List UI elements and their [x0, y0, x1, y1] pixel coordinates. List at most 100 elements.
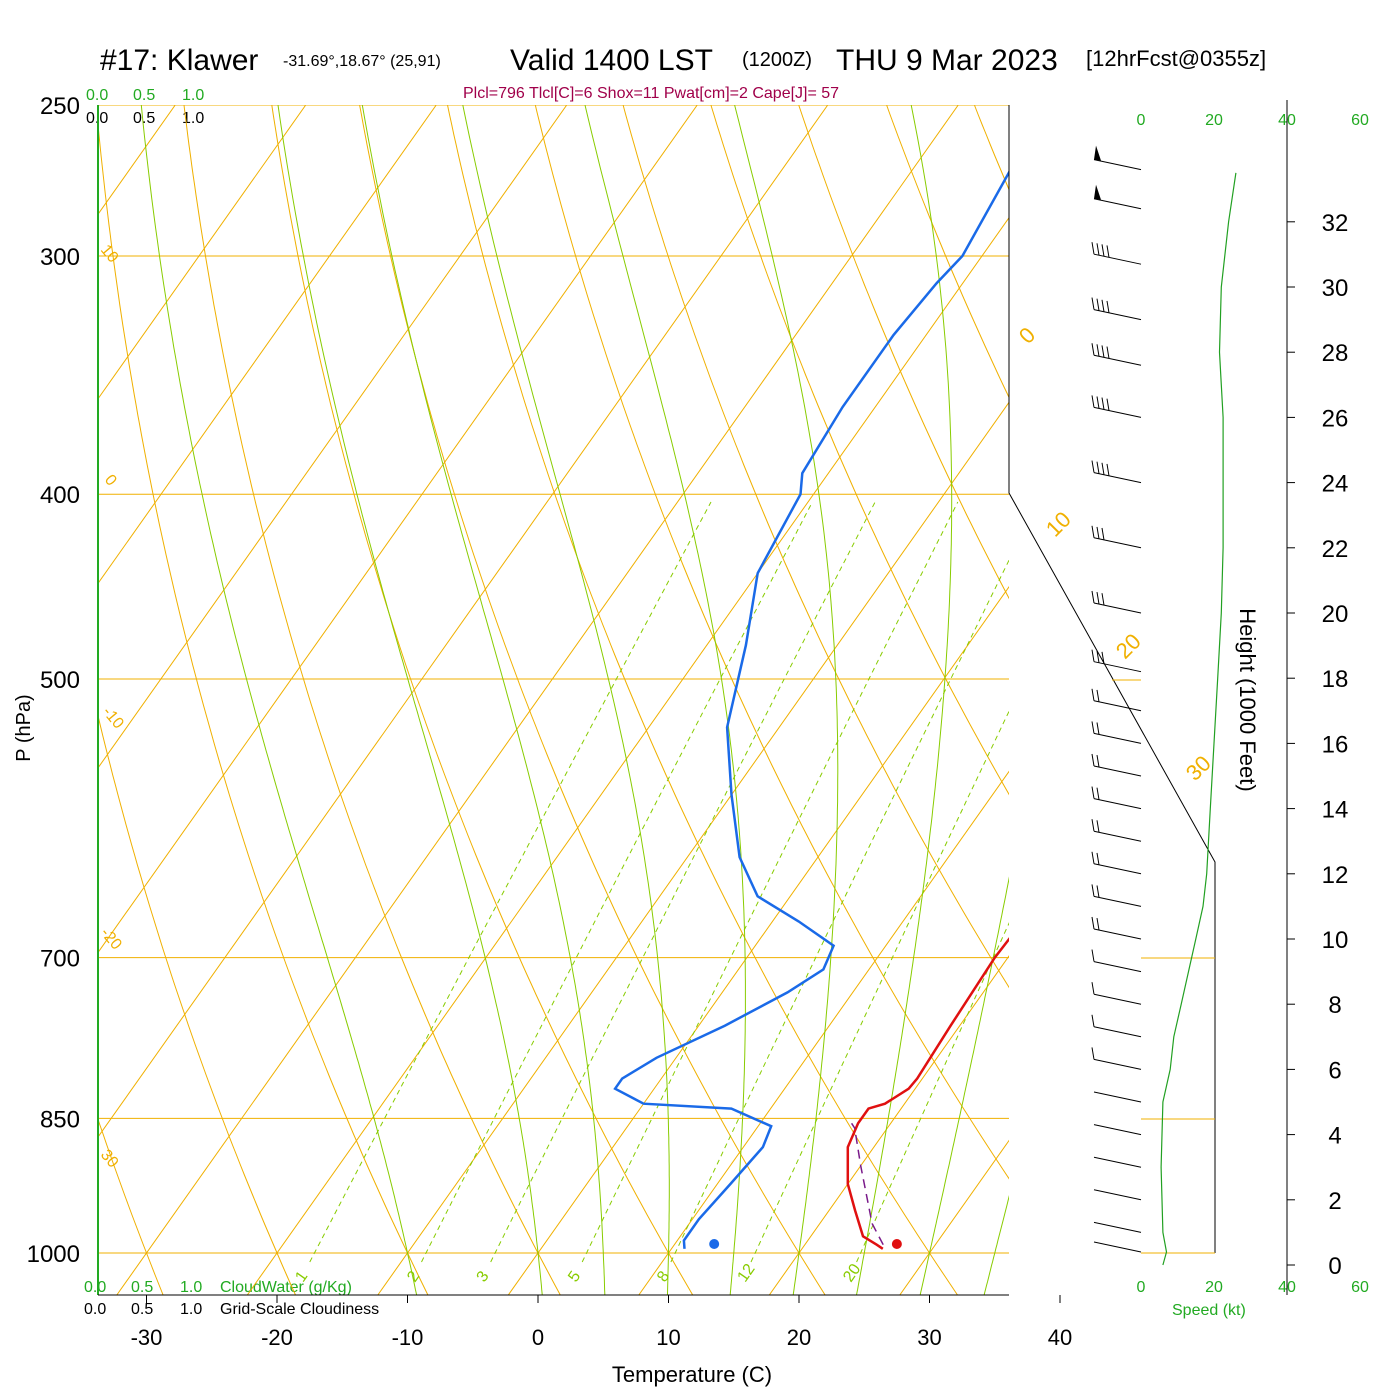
temperature-tick-label: 20: [787, 1325, 811, 1350]
wind-barb-staff: [1093, 1058, 1142, 1070]
surface-markers: [709, 1239, 902, 1249]
wind-barb-staff: [1093, 1156, 1142, 1168]
forecast-date: THU 9 Mar 2023: [836, 44, 1058, 77]
height-tick-label: 8: [1328, 992, 1341, 1019]
wind-barb-tick: [1091, 297, 1095, 310]
wind-barb-tick: [1101, 462, 1105, 475]
wind-barb-tick: [1091, 460, 1095, 473]
pressure-tick-label: 500: [40, 667, 80, 694]
wind-barb-staff: [1093, 993, 1142, 1005]
wind-barb-tick: [1101, 593, 1105, 606]
isotherm-label: 30: [1181, 751, 1216, 786]
station-coords: -31.69°,18.67° (25,91): [283, 53, 441, 70]
temperature-tick-label: 10: [656, 1325, 680, 1350]
wind-barb: [1093, 1124, 1142, 1136]
mixing-ratio-label: 2: [404, 1268, 423, 1285]
wind-barb-tick: [1096, 722, 1100, 735]
wind-barb-staff: [1093, 406, 1142, 418]
wind-barb: [1091, 590, 1142, 614]
wind-barb-tick: [1101, 299, 1105, 312]
wind-barb-tick: [1096, 461, 1100, 474]
wind-barb-tick: [1106, 346, 1110, 359]
wind-barb: [1091, 786, 1142, 810]
dewpoint-profile: [613, 169, 1009, 1249]
wind-barb-staff: [1093, 1091, 1142, 1103]
dry-adiabat: [534, 105, 1009, 1180]
pressure-axis: 250 300 400 500 700 850 1000: [27, 93, 80, 1268]
height-axis-label: Height (1000 Feet): [1235, 608, 1260, 791]
isotherm-line: [638, 770, 1009, 1295]
wind-barb-tick: [1096, 689, 1100, 702]
wind-panel: [1008, 105, 1216, 1254]
moist-adiabat: [277, 105, 543, 1295]
mixing-ratio-label: 12: [734, 1261, 758, 1285]
temperature-axis: -30 -20 -10 0 10 20 30 40: [131, 1295, 1072, 1350]
wind-barb-tick: [1096, 526, 1100, 539]
wind-barb: [1091, 753, 1142, 777]
wind-barb: [1091, 819, 1142, 842]
height-tick-label: 12: [1322, 862, 1349, 889]
wind-barb-tick: [1101, 397, 1105, 410]
wind-barb-tick: [1091, 884, 1095, 897]
top-cloud-scale: 0.0 0.5 1.0 0.0 0.5 1.0: [86, 87, 204, 127]
wind-barb: [1093, 145, 1142, 171]
height-tick-label: 28: [1322, 340, 1349, 367]
wind-barb-tick: [1096, 396, 1100, 409]
wind-barb-tick: [1091, 688, 1095, 701]
wind-barb-staff: [1093, 1189, 1142, 1201]
wind-barb-tick: [1091, 721, 1095, 734]
moist-adiabat: [919, 876, 1009, 1295]
moist-adiabat: [140, 105, 418, 1295]
pressure-tick-label: 850: [40, 1106, 80, 1133]
wind-barb-staff: [1093, 159, 1142, 171]
wind-barb-tick: [1096, 885, 1100, 898]
height-tick-label: 16: [1322, 731, 1349, 758]
temperature-tick-label: 0: [532, 1325, 544, 1350]
cloudwater-scale-2: 1.0: [182, 87, 204, 104]
wind-barb: [1091, 242, 1142, 265]
wind-barb-staff: [1093, 928, 1142, 940]
wind-barb-tick: [1091, 590, 1095, 604]
wind-barb-tick: [1091, 819, 1095, 832]
dry-adiabat: [710, 105, 1009, 796]
wind-barb-tick: [1096, 755, 1100, 768]
temperature-tick-label: -10: [392, 1325, 424, 1350]
height-tick-label: 30: [1322, 275, 1349, 302]
height-tick-label: 24: [1322, 471, 1349, 498]
pressure-tick-label: 250: [40, 93, 80, 120]
isotherm-line: [98, 105, 307, 400]
dry-adiabat: [183, 105, 561, 1295]
wind-barb-staff: [1093, 602, 1142, 614]
mixing-ratio-line: [421, 501, 813, 1263]
wind-barb-tick: [1091, 343, 1095, 356]
wind-barb: [1091, 949, 1142, 973]
wind-barb-tick: [1091, 649, 1095, 662]
wind-barb-staff: [1093, 961, 1142, 973]
isotherm-line: [377, 401, 1009, 1295]
wind-barb-tick: [1101, 651, 1105, 664]
wind-barb-tick: [1091, 753, 1095, 767]
wind-barb-tick: [1091, 525, 1095, 538]
temperature-tick-label: -30: [131, 1325, 163, 1350]
wind-barb: [1091, 395, 1142, 418]
dry-adiabat: [271, 105, 694, 1295]
wind-barb: [1093, 1241, 1142, 1253]
wind-barb-flag: [1094, 145, 1101, 161]
dry-adiabat: [359, 105, 826, 1295]
wind-barb: [1091, 460, 1142, 484]
cloudwater-bottom-1: 0.5: [131, 1279, 153, 1296]
wind-speed-profile: [1160, 172, 1237, 1266]
wind-barb-tick: [1096, 243, 1100, 256]
parcel-profile: [850, 1122, 884, 1246]
cloudwater-label: CloudWater (g/Kg): [220, 1279, 352, 1296]
cloudiness-bottom-2: 1.0: [180, 1301, 202, 1318]
isotherm-line: [98, 105, 437, 585]
wind-panel-boundary: [1008, 105, 1216, 1253]
wind-barb-tick: [1091, 949, 1095, 962]
mixing-ratio-line: [856, 922, 1009, 1263]
wind-barb-staff: [1093, 700, 1142, 712]
temperature-axis-label: Temperature (C): [612, 1362, 772, 1387]
wind-barb-staff: [1093, 830, 1142, 842]
